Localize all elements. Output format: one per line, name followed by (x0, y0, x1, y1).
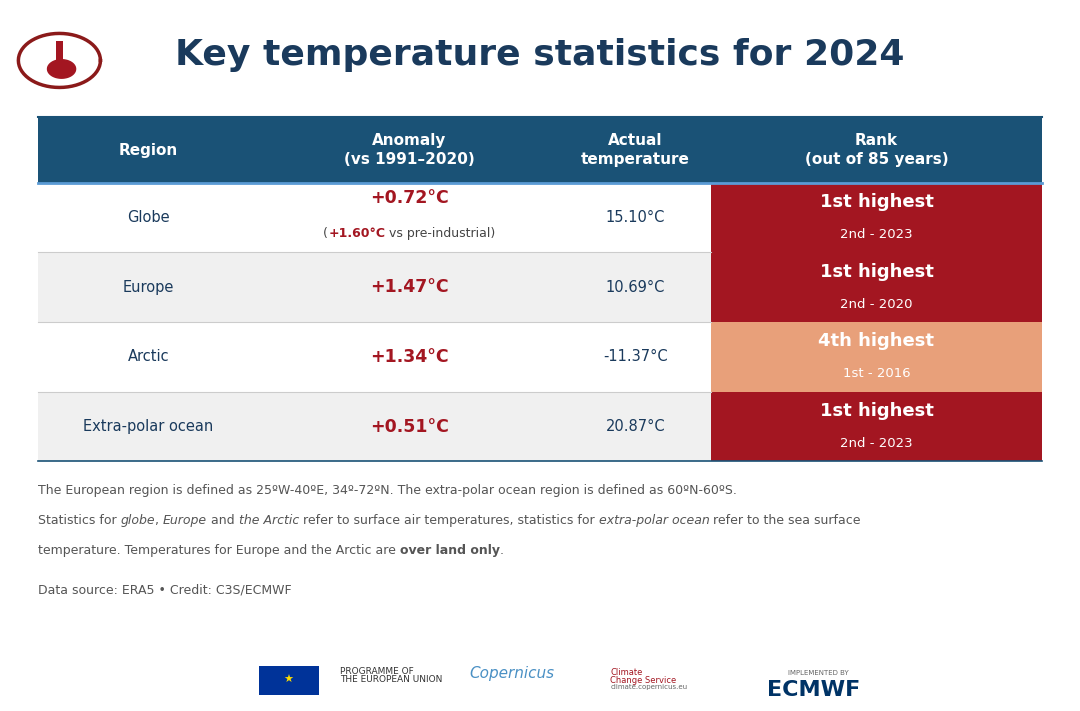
Bar (711, 183, 1042, 252)
Text: ECMWF: ECMWF (767, 680, 860, 700)
Text: Anomaly
(vs 1991–2020): Anomaly (vs 1991–2020) (345, 133, 475, 167)
Text: Extra-polar ocean: Extra-polar ocean (83, 419, 214, 434)
Text: Europe: Europe (123, 279, 174, 295)
Text: 10.69°C: 10.69°C (606, 279, 665, 295)
Text: refer to surface air temperatures, statistics for: refer to surface air temperatures, stati… (299, 514, 598, 527)
Text: -11.37°C: -11.37°C (603, 349, 667, 365)
Text: Globe: Globe (127, 210, 170, 225)
Text: and: and (207, 514, 239, 527)
Text: extra-polar ocean: extra-polar ocean (598, 514, 710, 527)
Text: Change Service: Change Service (610, 676, 676, 685)
Bar (38, 322, 711, 392)
Text: Arctic: Arctic (127, 349, 170, 365)
Text: 1st highest: 1st highest (820, 193, 933, 211)
Text: IMPLEMENTED BY: IMPLEMENTED BY (788, 670, 849, 675)
Bar (38, 117, 1042, 183)
Text: Europe: Europe (163, 514, 207, 527)
Text: 1st highest: 1st highest (820, 262, 933, 281)
Text: +1.60°C: +1.60°C (328, 227, 386, 240)
Text: the Arctic: the Arctic (239, 514, 299, 527)
Text: ★: ★ (283, 675, 294, 685)
Text: vs pre-industrial): vs pre-industrial) (386, 227, 496, 240)
Text: The European region is defined as 25ºW-40ºE, 34º-72ºN. The extra-polar ocean reg: The European region is defined as 25ºW-4… (38, 484, 737, 497)
Text: ,: , (156, 514, 163, 527)
Bar (711, 392, 1042, 461)
Text: Copernicus: Copernicus (470, 665, 555, 681)
Text: 2nd - 2020: 2nd - 2020 (840, 298, 913, 311)
Text: PROGRAMME OF: PROGRAMME OF (340, 667, 414, 676)
Text: globe: globe (121, 514, 156, 527)
Text: (: ( (323, 227, 328, 240)
Text: 15.10°C: 15.10°C (606, 210, 665, 225)
Text: temperature. Temperatures for Europe and the Arctic are: temperature. Temperatures for Europe and… (38, 544, 400, 557)
Text: THE EUROPEAN UNION: THE EUROPEAN UNION (340, 675, 443, 685)
Text: +1.47°C: +1.47°C (370, 278, 449, 296)
FancyBboxPatch shape (56, 41, 63, 68)
Text: Data source: ERA5 • Credit: C3S/ECMWF: Data source: ERA5 • Credit: C3S/ECMWF (38, 583, 292, 596)
Text: climate.copernicus.eu: climate.copernicus.eu (610, 684, 687, 690)
Bar (38, 392, 711, 461)
Text: +1.34°C: +1.34°C (370, 348, 449, 366)
Text: Region: Region (119, 142, 178, 158)
Text: 4th highest: 4th highest (819, 332, 934, 351)
Text: refer to the sea surface: refer to the sea surface (710, 514, 861, 527)
Polygon shape (48, 60, 76, 78)
Text: +0.51°C: +0.51°C (370, 417, 449, 436)
Text: Rank
(out of 85 years): Rank (out of 85 years) (805, 133, 948, 167)
Text: 20.87°C: 20.87°C (606, 419, 665, 434)
Text: over land only: over land only (400, 544, 500, 557)
Text: +0.72°C: +0.72°C (370, 188, 449, 207)
Bar (38, 252, 711, 322)
Text: 2nd - 2023: 2nd - 2023 (840, 228, 913, 241)
Text: 1st - 2016: 1st - 2016 (842, 368, 910, 380)
Text: 1st highest: 1st highest (820, 402, 933, 420)
Bar (711, 322, 1042, 392)
Text: .: . (500, 544, 503, 557)
Text: Actual
temperature: Actual temperature (581, 133, 690, 167)
Text: Statistics for: Statistics for (38, 514, 121, 527)
Bar (259, 666, 319, 695)
Text: 2nd - 2023: 2nd - 2023 (840, 437, 913, 450)
Bar (711, 252, 1042, 322)
Text: Key temperature statistics for 2024: Key temperature statistics for 2024 (175, 38, 905, 73)
Text: Climate: Climate (610, 668, 643, 678)
Bar (38, 183, 711, 252)
